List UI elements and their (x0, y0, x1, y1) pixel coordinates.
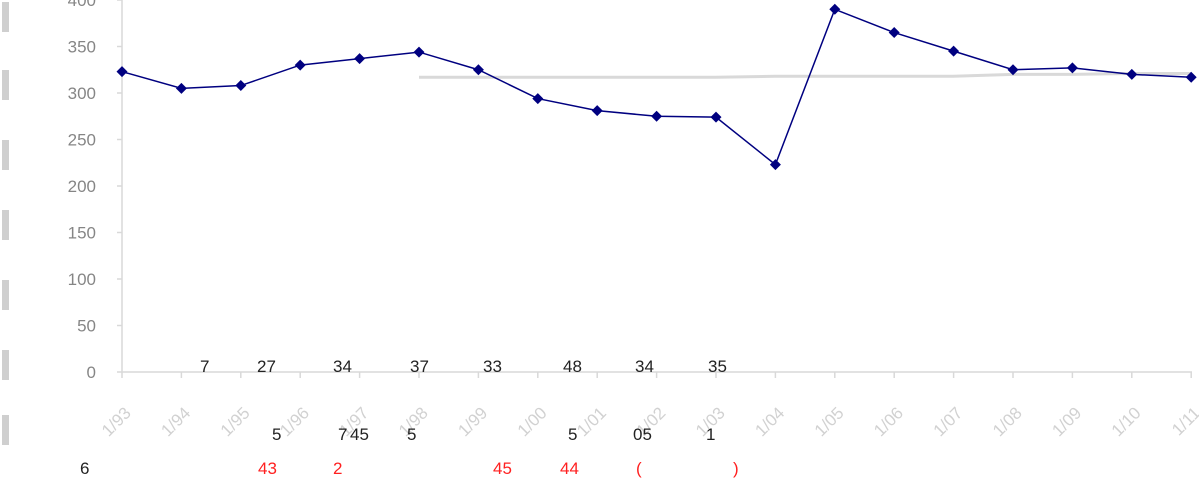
red-fragment-label: 45 (493, 459, 512, 478)
data-point-marker (413, 46, 425, 58)
data-point-marker (591, 105, 603, 117)
data-point-marker (1126, 68, 1138, 80)
x-tick-label: 1/06 (870, 403, 907, 440)
fragment-label: 27 (257, 357, 276, 376)
left-edge-mark (2, 2, 9, 32)
fragment-label: 05 (633, 425, 652, 444)
x-tick-label: 1/04 (751, 403, 788, 440)
x-tick-label: 1/99 (454, 403, 491, 440)
left-edge-mark (2, 210, 9, 240)
y-tick-label: 0 (87, 363, 96, 382)
fragment-label: 5 (568, 425, 577, 444)
x-tick-label: 1/05 (811, 403, 848, 440)
x-tick-label: 1/01 (573, 403, 610, 440)
fragment-label: 7 (200, 357, 209, 376)
left-edge-mark (2, 280, 9, 310)
data-point-marker (829, 3, 841, 15)
fragment-label: 5 (407, 425, 416, 444)
y-tick-label: 400 (68, 0, 96, 10)
y-tick-label: 50 (77, 317, 96, 336)
data-point-marker (532, 93, 544, 105)
fragment-label: 37 (410, 357, 429, 376)
data-point-marker (294, 59, 306, 71)
series-markers (116, 3, 1197, 171)
data-point-marker (1007, 64, 1019, 76)
x-tick-label: 1/07 (930, 403, 967, 440)
data-point-marker (354, 53, 366, 65)
x-tick-label: 1/08 (989, 403, 1026, 440)
reference-line (419, 71, 1192, 79)
x-tick-label: 1/93 (98, 403, 135, 440)
y-axis-ticks: 0 50 100 150 200 250 300 350 400 (68, 0, 122, 382)
fragment-label: 48 (563, 357, 582, 376)
data-point-marker (651, 110, 663, 122)
x-tick-label: 1/09 (1048, 403, 1085, 440)
y-tick-label: 200 (68, 177, 96, 196)
x-tick-label: 1/95 (217, 403, 254, 440)
data-point-marker (1185, 71, 1197, 83)
red-fragment-label: 44 (560, 459, 579, 478)
fragment-label: 7 (338, 425, 347, 444)
data-point-marker (116, 66, 128, 78)
left-edge-marks (2, 2, 9, 445)
red-fragment-label: 2 (333, 459, 342, 478)
data-point-marker (472, 64, 484, 76)
left-edge-mark (2, 415, 9, 445)
data-point-marker (769, 159, 781, 171)
fragment-label: 35 (708, 357, 727, 376)
left-edge-mark (2, 350, 9, 380)
red-fragment-label: 43 (258, 459, 277, 478)
fragment-label: 33 (483, 357, 502, 376)
y-tick-label: 250 (68, 131, 96, 150)
data-point-marker (948, 45, 960, 57)
y-tick-label: 150 (68, 224, 96, 243)
series-line (121, 8, 1192, 166)
data-point-marker (710, 111, 722, 123)
fragment-label: 6 (80, 459, 89, 478)
y-tick-label: 100 (68, 270, 96, 289)
fragment-label: 34 (333, 357, 352, 376)
red-fragment-label: ) (733, 459, 739, 478)
data-point-marker (888, 27, 900, 39)
fragment-label: 5 (272, 425, 281, 444)
y-tick-label: 350 (68, 38, 96, 57)
fragment-label: 1 (706, 425, 715, 444)
red-fragment-label: ( (636, 459, 642, 478)
x-tick-label: 1/10 (1108, 403, 1145, 440)
x-tick-label: 1/00 (514, 403, 551, 440)
x-tick-label: 1/94 (157, 403, 194, 440)
fragment-label: 34 (635, 357, 654, 376)
data-point-marker (235, 80, 247, 92)
x-tick-label: 1/11 (1168, 403, 1199, 439)
left-edge-mark (2, 140, 9, 170)
y-tick-label: 300 (68, 84, 96, 103)
data-point-marker (1066, 62, 1078, 74)
left-edge-mark (2, 70, 9, 100)
fragment-label: 45 (350, 425, 369, 444)
data-point-marker (175, 82, 187, 94)
x-tick-label: 1/96 (276, 403, 313, 440)
